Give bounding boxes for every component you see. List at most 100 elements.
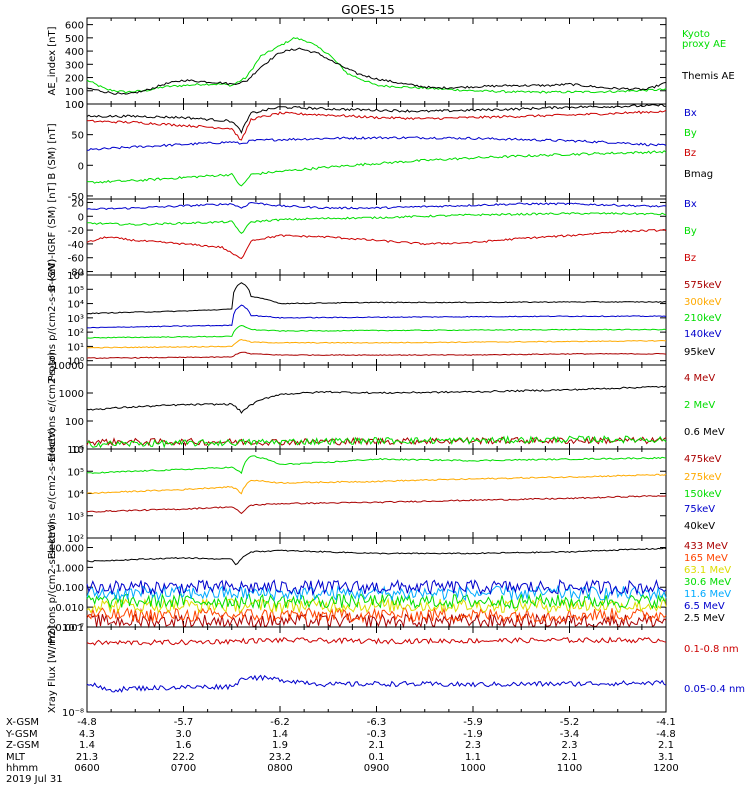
y-tick-label: 10⁶: [67, 445, 84, 456]
ephemeris-value: -4.8: [77, 717, 97, 728]
y-tick-label: 10¹: [67, 342, 84, 353]
series-line: [86, 592, 667, 610]
ephemeris-value: -6.3: [367, 717, 387, 728]
y-tick-label: 10: [71, 445, 84, 456]
ephemeris-value: -4.1: [656, 717, 676, 728]
y-tick-label: 100: [65, 417, 84, 428]
x-tick-label: 1100: [557, 763, 582, 774]
y-tick-label: 0: [78, 161, 84, 172]
legend-entry: Bz: [684, 148, 696, 159]
y-tick-label: 10⁰: [67, 357, 84, 368]
ephemeris-value: 2.3: [465, 740, 481, 751]
y-axis-label: Xray Flux [W/m2]: [47, 626, 58, 713]
legend-entry: Bx: [684, 199, 697, 210]
ephemeris-row-label: 2019 Jul 31: [6, 774, 63, 785]
y-axis-label: Protons p/(cm2-s-sr-keV): [47, 521, 58, 644]
series-line: [86, 324, 667, 339]
series-line: [86, 47, 667, 95]
legend-entry: 75keV: [684, 504, 715, 515]
y-axis-label: Electrons e/(cm2-s-sr-keV): [47, 428, 58, 560]
series-line: [86, 547, 667, 566]
series-line: [87, 455, 667, 475]
legend-entry: 275keV: [684, 472, 722, 483]
y-tick-label: 0: [78, 100, 84, 111]
series-line: [86, 435, 667, 449]
ephemeris-value: 3.1: [658, 752, 674, 763]
legend-entry: 575keV: [684, 280, 722, 291]
x-tick-label: 1200: [653, 763, 678, 774]
series-line: [86, 351, 667, 360]
y-tick-label: 300: [65, 60, 84, 71]
y-tick-label: 10⁵: [67, 285, 84, 296]
y-tick-label: 0.001: [55, 623, 84, 634]
y-tick-label: 10⁴: [67, 300, 84, 311]
y-axis-label: Protons p/(cm2-s-sr-keV): [47, 258, 58, 381]
legend-entry: 210keV: [684, 313, 722, 324]
ephemeris-row-label: Z-GSM: [6, 740, 39, 751]
series-line: [86, 304, 667, 329]
y-axis-label: AE_index [nT]: [47, 26, 58, 95]
x-tick-label: 0600: [74, 763, 99, 774]
y-tick-label: 10⁵: [67, 467, 84, 478]
ephemeris-value: 4.3: [79, 729, 95, 740]
ephemeris-value: 2.1: [562, 752, 578, 763]
y-tick-label: 10³: [67, 512, 84, 523]
series-line: [86, 578, 667, 597]
panel-frame: [86, 448, 667, 539]
y-tick-label: 1.000: [55, 563, 84, 574]
y-tick-label: 0: [78, 212, 84, 223]
ephemeris-value: -5.7: [174, 717, 194, 728]
ephemeris-value: -5.2: [560, 717, 580, 728]
y-tick-label: -40: [68, 240, 84, 251]
x-tick-label: 0900: [364, 763, 389, 774]
series-line: [86, 612, 667, 629]
legend-entry: 2 MeV: [684, 400, 715, 411]
y-tick-label: 100: [65, 87, 84, 98]
y-tick-label: 100: [65, 100, 84, 111]
ephemeris-value: 2.3: [562, 740, 578, 751]
ephemeris-value: 22.2: [172, 752, 194, 763]
y-tick-label: -60: [68, 254, 84, 265]
legend-entry: proxy AE: [682, 39, 726, 50]
y-tick-label: 500: [65, 34, 84, 45]
ephemeris-value: 1.9: [272, 740, 288, 751]
legend-entry: Bmag: [684, 169, 713, 180]
legend-entry: 30.6 MeV: [684, 577, 731, 588]
ephemeris-value: -1.9: [463, 729, 483, 740]
legend-entry: Kyoto: [682, 29, 710, 40]
x-tick-label: 1000: [460, 763, 485, 774]
legend-entry: Bx: [684, 108, 697, 119]
series-line: [86, 103, 667, 134]
series-line: [86, 109, 667, 141]
legend-entry: By: [684, 128, 697, 139]
legend-entry: 165 MeV: [684, 553, 728, 564]
legend-entry: 95keV: [684, 347, 715, 358]
ephemeris-value: 1.4: [79, 740, 95, 751]
ephemeris-value: 21.3: [76, 752, 98, 763]
ephemeris-value: 23.2: [269, 752, 291, 763]
y-tick-label: 1000: [59, 389, 84, 400]
y-axis-label: Electrons e/(cm2-s-sr): [47, 352, 58, 462]
series-line: [86, 212, 667, 234]
legend-entry: 0.6 MeV: [684, 427, 725, 438]
y-tick-label: 200: [65, 74, 84, 85]
y-tick-label: 10000: [52, 361, 84, 372]
series-line: [86, 37, 667, 94]
ephemeris-row-label: Y-GSM: [5, 729, 38, 740]
legend-entry: 433 MeV: [684, 541, 728, 552]
ephemeris-row-label: MLT: [6, 752, 26, 763]
legend-entry: 63.1 MeV: [684, 565, 731, 576]
y-tick-label: -50: [68, 192, 84, 203]
ephemeris-value: 3.0: [176, 729, 192, 740]
series-line: [86, 385, 667, 414]
legend-entry: Bz: [684, 253, 696, 264]
legend-entry: 40keV: [684, 521, 715, 532]
legend-entry: Themis AE: [681, 71, 735, 82]
legend-entry: 300keV: [684, 297, 722, 308]
y-tick-label: 0.100: [55, 583, 84, 594]
ephemeris-value: 1.6: [176, 740, 192, 751]
y-tick-label: 10.000: [49, 543, 84, 554]
legend-entry: 0.1-0.8 nm: [684, 644, 739, 655]
ephemeris-value: 2.1: [658, 740, 674, 751]
legend-entry: 140keV: [684, 329, 722, 340]
